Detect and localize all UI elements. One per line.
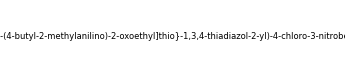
Text: N1-(5-{[2-(4-butyl-2-methylanilino)-2-oxoethyl]thio}-1,3,4-thiadiazol-2-yl)-4-ch: N1-(5-{[2-(4-butyl-2-methylanilino)-2-ox…: [0, 32, 345, 41]
